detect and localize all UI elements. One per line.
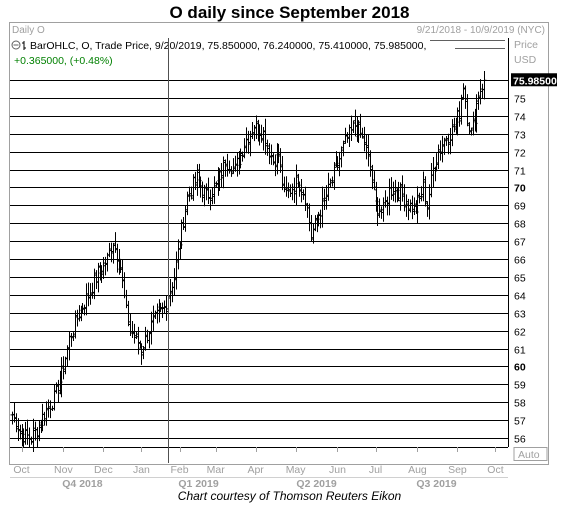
y-tick-label: 59	[514, 380, 526, 392]
y-tick-label: 62	[514, 327, 526, 339]
x-month-label: Oct	[487, 464, 503, 476]
x-quarter-label: Q3 2019	[416, 478, 456, 490]
axis-currency-label: USD	[514, 54, 537, 66]
ohlc-bar	[332, 161, 337, 190]
y-tick-label: 74	[514, 112, 526, 124]
chart-credit: Chart courtesy of Thomson Reuters Eikon	[177, 489, 402, 503]
x-quarter-label: Q4 2018	[62, 478, 102, 490]
ohlc-bar	[393, 179, 398, 203]
y-tick-labels: 56 57 58 59 60 61 62 63 64 65 66 67 68 69 70 71 72 73 74 75…	[514, 76, 526, 446]
panel-name: Daily O	[12, 25, 45, 36]
legend-line: BarOHLC, O, Trade Price, 9/20/2019, 75.8…	[30, 40, 426, 52]
date-range: 9/21/2018 - 10/9/2019 (NYC)	[417, 25, 545, 36]
y-tick-label: 72	[514, 148, 526, 160]
ohlc-bar	[482, 70, 487, 100]
x-axis: Oct Nov Dec Jan Feb Mar Apr May Jun Jul Aug Sep Oct Q…	[10, 447, 508, 490]
x-month-label: Mar	[207, 464, 226, 476]
y-tick-label: 65	[514, 273, 526, 285]
change-line: +0.365000, (+0.48%)	[14, 55, 113, 67]
y-tick-label: 75	[514, 94, 526, 106]
ohlc-series-icon	[22, 41, 26, 50]
chart-title: O daily since September 2018	[169, 3, 410, 22]
x-month-label: Nov	[54, 464, 73, 476]
x-month-label: Jan	[133, 464, 150, 476]
x-month-label: May	[286, 464, 307, 476]
y-tick-label: 58	[514, 398, 526, 410]
x-month-label: Sep	[448, 464, 467, 476]
x-month-label: Jun	[329, 464, 346, 476]
y-tick-label: 66	[514, 255, 526, 267]
ohlc-bars	[10, 70, 487, 453]
auto-scale-button[interactable]: Auto	[513, 447, 548, 462]
x-quarter-label: Q2 2019	[296, 478, 336, 490]
x-month-label: Oct	[13, 464, 29, 476]
y-tick-label: 69	[514, 201, 526, 213]
last-price-label: 75.985000	[513, 75, 563, 87]
x-month-label: Feb	[170, 464, 188, 476]
y-tick-label: 64	[514, 291, 526, 303]
chart-frame	[9, 22, 549, 465]
y-tick-label: 73	[514, 130, 526, 142]
y-tick-label: 70	[514, 183, 526, 195]
y-tick-label: 61	[514, 345, 526, 357]
auto-button-label: Auto	[518, 449, 540, 461]
auto-button-box[interactable]	[513, 447, 548, 461]
y-tick-label: 63	[514, 309, 526, 321]
last-price-box	[511, 73, 557, 87]
y-tick-label: 60	[514, 362, 526, 374]
y-tick-label: 56	[514, 434, 526, 446]
y-tick-label: 71	[514, 166, 526, 178]
x-quarter-label: Q1 2019	[178, 478, 218, 490]
x-month-label: Apr	[247, 464, 264, 476]
last-price-tag: 75.985000	[511, 73, 563, 87]
x-month-label: Aug	[408, 464, 427, 476]
x-month-label: Dec	[94, 464, 113, 476]
axis-field-label: Price	[514, 39, 538, 51]
y-tick-label: 67	[514, 237, 526, 249]
y-tick-label: 57	[514, 416, 526, 428]
legend-row[interactable]: BarOHLC, O, Trade Price, 9/20/2019, 75.8…	[11, 40, 426, 52]
y-tick-label: 68	[514, 219, 526, 231]
x-month-label: Jul	[369, 464, 382, 476]
